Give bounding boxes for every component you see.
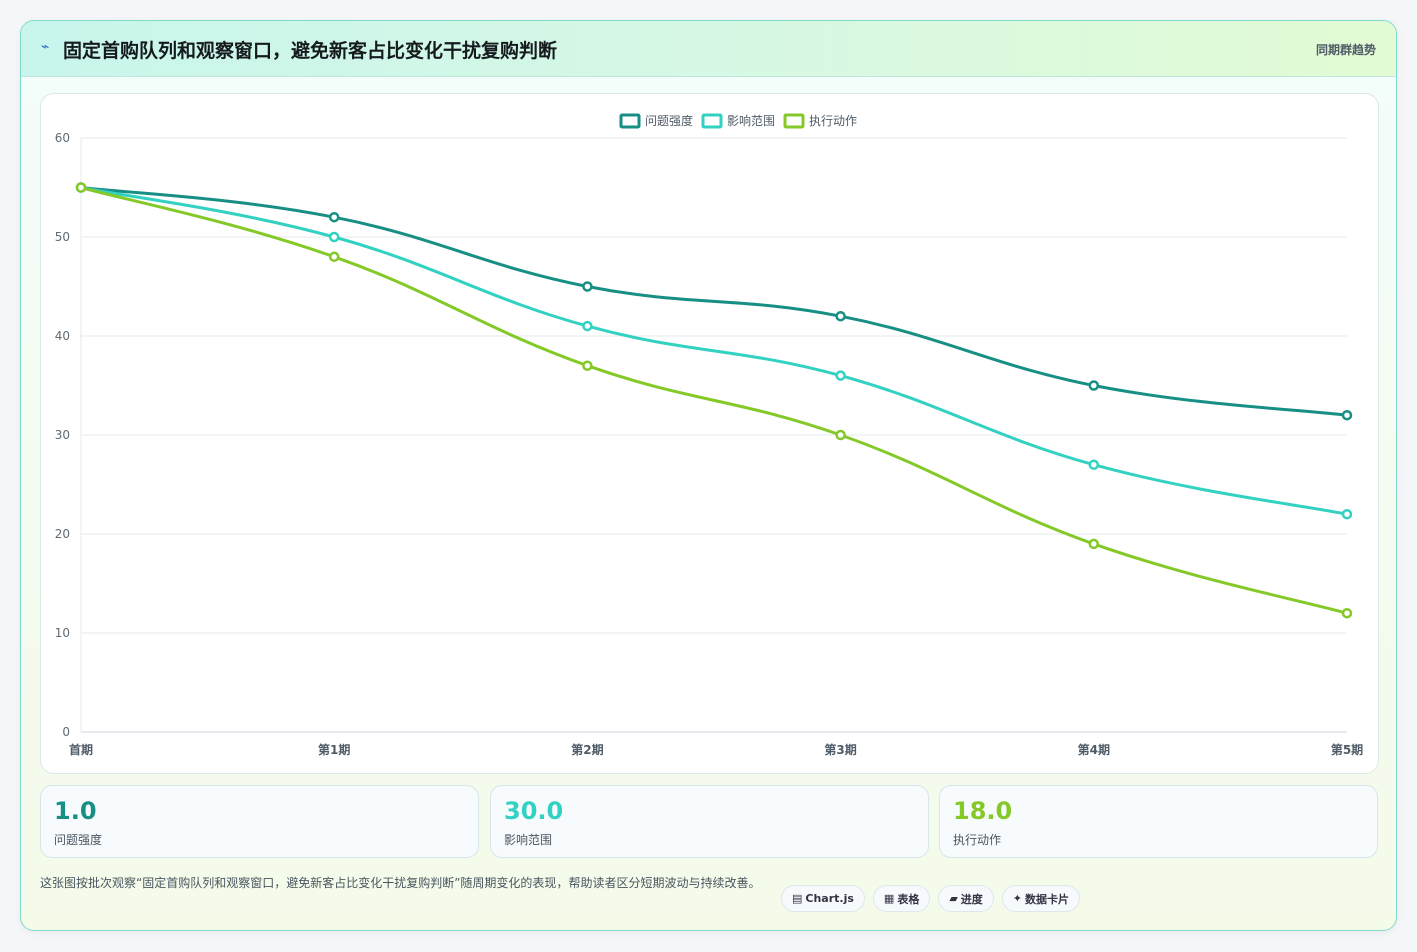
y-tick-label: 50 xyxy=(55,230,70,244)
chip-table[interactable]: ▦ 表格 xyxy=(872,885,931,912)
stat-value: 18.0 xyxy=(953,797,1013,825)
y-tick-label: 0 xyxy=(62,725,70,739)
stat-card-action: 18.0 执行动作 xyxy=(939,785,1378,858)
data-point xyxy=(1341,508,1353,520)
tech-chips: ▤ Chart.js ▦ 表格 ▰ 进度 ✦ 数据卡片 xyxy=(781,885,1081,912)
x-tick-label: 第1期 xyxy=(318,742,350,757)
stat-card-intensity: 1.0 问题强度 xyxy=(40,785,479,858)
data-point xyxy=(1088,538,1100,550)
card-header: ⌁ 固定首购队列和观察窗口，避免新客占比变化干扰复购判断 同期群趋势 xyxy=(21,21,1396,77)
chip-label: 数据卡片 xyxy=(1025,892,1070,906)
chip-chartjs[interactable]: ▤ Chart.js xyxy=(781,885,865,912)
line-chart: 0 10 20 30 40 50 60 首期 第1期 第2期 第3期 第4期 第5期 问题强度 影响范围 执行… xyxy=(55,113,1363,757)
data-point xyxy=(1341,409,1353,421)
series-line-0 xyxy=(80,186,1348,417)
chip-label: 表格 xyxy=(897,892,920,906)
chip-data-card[interactable]: ✦ 数据卡片 xyxy=(1001,885,1081,912)
x-tick-label: 第3期 xyxy=(824,742,856,757)
data-point xyxy=(328,231,340,243)
chart-trend-icon: ⌁ xyxy=(41,39,50,55)
x-tick-label: 第2期 xyxy=(571,742,603,757)
data-point xyxy=(835,370,846,381)
chip-progress[interactable]: ▰ 进度 xyxy=(938,885,994,912)
y-tick-label: 60 xyxy=(55,131,70,145)
stat-label: 执行动作 xyxy=(953,833,1002,847)
chart-card: ⌁ 固定首购队列和观察窗口，避免新客占比变化干扰复购判断 同期群趋势 0 10 20… xyxy=(20,20,1397,931)
data-point xyxy=(1088,459,1100,470)
chart-description: 这张图按批次观察“固定首购队列和观察窗口，避免新客占比变化干扰复购判断”随周期变… xyxy=(40,876,761,890)
data-point xyxy=(1341,607,1353,619)
y-tick-label: 40 xyxy=(55,329,70,343)
legend-swatch xyxy=(783,113,805,129)
y-tick-label: 20 xyxy=(55,527,70,541)
stat-label: 影响范围 xyxy=(504,833,553,847)
table-icon: ▦ xyxy=(883,892,895,905)
header-tag: 同期群趋势 xyxy=(1315,43,1376,57)
x-tick-label: 首期 xyxy=(69,742,93,757)
y-tick-label: 10 xyxy=(55,626,70,640)
stat-value: 1.0 xyxy=(54,797,97,825)
chart-panel: 0 10 20 30 40 50 60 首期 第1期 第2期 第3期 第4期 第5期 问题强度 影响范围 执行… xyxy=(40,93,1379,774)
legend-swatch xyxy=(701,113,723,129)
legend-swatch xyxy=(619,113,641,129)
chip-label: 进度 xyxy=(960,892,983,906)
stat-card-scope: 30.0 影响范围 xyxy=(490,785,929,858)
stat-label: 问题强度 xyxy=(54,833,103,847)
data-point xyxy=(582,281,593,292)
sparkle-icon: ✦ xyxy=(1012,892,1023,905)
x-tick-label: 第5期 xyxy=(1331,742,1363,757)
legend-label: 问题强度 xyxy=(645,113,693,128)
stat-value: 30.0 xyxy=(504,797,564,825)
page-title: 固定首购队列和观察窗口，避免新客占比变化干扰复购判断 xyxy=(63,40,558,62)
data-point xyxy=(835,310,846,322)
series-line-1 xyxy=(80,186,1348,516)
x-tick-label: 第4期 xyxy=(1078,742,1110,757)
data-point xyxy=(328,251,340,263)
data-point xyxy=(582,320,593,332)
data-point xyxy=(835,429,846,441)
data-point xyxy=(328,211,340,223)
progress-icon: ▰ xyxy=(949,892,958,905)
legend-label: 影响范围 xyxy=(727,113,775,128)
data-point xyxy=(1088,380,1100,391)
data-point xyxy=(75,182,87,193)
chip-label: Chart.js xyxy=(805,892,854,905)
series-line-2 xyxy=(80,186,1348,615)
chart-icon: ▤ xyxy=(792,892,803,905)
y-tick-label: 30 xyxy=(55,428,70,442)
legend-label: 执行动作 xyxy=(809,114,857,128)
data-point xyxy=(582,360,593,371)
